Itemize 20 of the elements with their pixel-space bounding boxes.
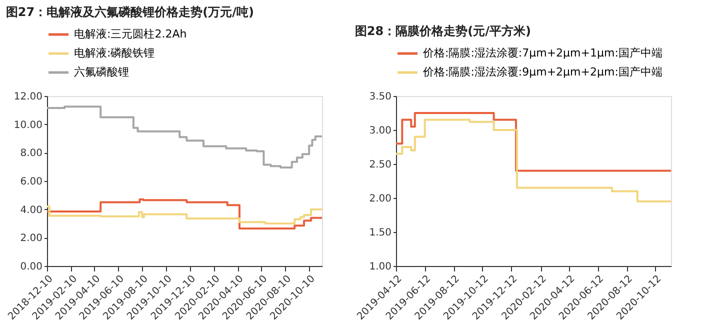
legend-label: 六氟磷酸锂 (74, 66, 129, 78)
y-tick-label: 2.50 (369, 160, 392, 170)
y-tick-label: 2.00 (369, 194, 392, 204)
y-tick-label: 12.00 (14, 92, 42, 102)
y-tick-label: 2.00 (20, 233, 42, 244)
legend-label: 价格:隔膜:湿法涂覆:7μm+2μm+1μm:国产中端 (422, 46, 662, 60)
chart-title: 图27：电解液及六氟磷酸锂价格走势(万元/吨) (6, 5, 254, 19)
y-tick-label: 3.00 (369, 126, 392, 136)
legend-label: 电解液:三元圆柱2.2Ah (74, 28, 187, 40)
legend-label: 价格:隔膜:湿法涂覆:9μm+2μm+2μm:国产中端 (422, 66, 662, 78)
y-tick-label: 4.00 (20, 204, 42, 216)
legend-label: 电解液:磷酸铁锂 (74, 46, 155, 60)
y-tick-label: 0.00 (20, 262, 42, 272)
chart-title: 图28：隔膜价格走势(元/平方米) (354, 24, 531, 38)
y-tick-label: 3.50 (369, 92, 392, 102)
y-tick-label: 1.50 (369, 228, 392, 238)
y-tick-label: 8.00 (20, 148, 42, 160)
y-tick-label: 6.00 (20, 176, 42, 188)
y-tick-label: 10.00 (14, 120, 42, 131)
y-tick-label: 1.00 (369, 262, 392, 272)
